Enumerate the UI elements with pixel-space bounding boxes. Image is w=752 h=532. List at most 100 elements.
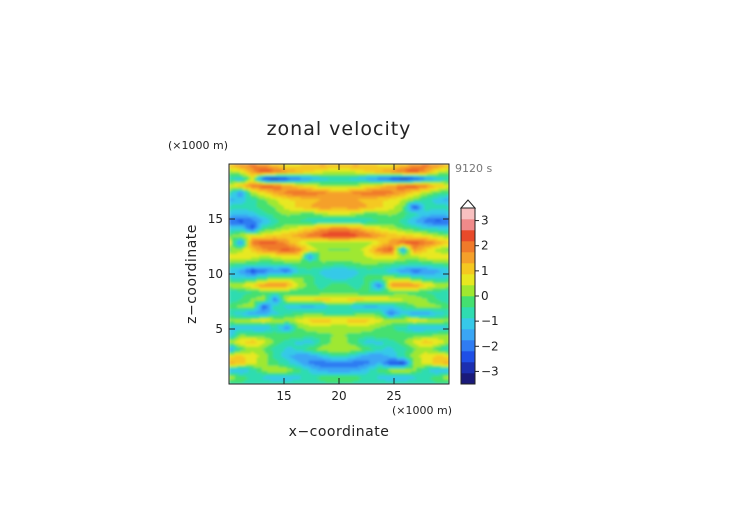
heatmap-cell bbox=[410, 368, 414, 371]
heatmap-cell bbox=[374, 318, 379, 322]
heatmap-cell bbox=[418, 342, 423, 346]
heatmap-cell bbox=[259, 368, 263, 371]
heatmap-cell bbox=[270, 277, 274, 280]
heatmap-cell bbox=[344, 354, 348, 358]
heatmap-cell bbox=[289, 280, 293, 284]
heatmap-cell bbox=[317, 361, 321, 364]
heatmap-cell bbox=[372, 304, 376, 308]
heatmap-cell bbox=[391, 332, 395, 335]
heatmap-cell bbox=[295, 280, 299, 284]
heatmap-cell bbox=[358, 282, 362, 285]
heatmap-cell bbox=[303, 359, 307, 363]
heatmap-cell bbox=[253, 377, 258, 380]
heatmap-cell bbox=[248, 304, 252, 308]
heatmap-cell bbox=[237, 356, 241, 359]
heatmap-cell bbox=[248, 349, 252, 352]
heatmap-cell bbox=[292, 284, 296, 287]
heatmap-cell bbox=[295, 277, 299, 280]
heatmap-cell bbox=[303, 291, 307, 294]
heatmap-cell bbox=[311, 341, 315, 344]
heatmap-cell bbox=[383, 344, 387, 347]
heatmap-cell bbox=[424, 310, 428, 313]
heatmap-cell bbox=[361, 304, 365, 308]
heatmap-cell bbox=[270, 308, 274, 311]
heatmap-cell bbox=[245, 296, 249, 299]
heatmap-cell bbox=[429, 301, 434, 304]
heatmap-cell bbox=[306, 323, 310, 327]
heatmap-cell bbox=[231, 351, 236, 354]
heatmap-cell bbox=[328, 311, 332, 315]
heatmap-cell bbox=[427, 323, 431, 327]
heatmap-cell bbox=[377, 325, 381, 328]
heatmap-cell bbox=[292, 332, 296, 335]
heatmap-cell bbox=[443, 356, 447, 359]
heatmap-cell bbox=[361, 318, 365, 322]
heatmap-cell bbox=[424, 351, 428, 354]
heatmap-cell bbox=[322, 344, 326, 347]
heatmap-cell bbox=[405, 299, 409, 303]
heatmap-cell bbox=[440, 349, 445, 352]
heatmap-cell bbox=[421, 277, 425, 280]
heatmap-cell bbox=[311, 298, 315, 301]
heatmap-cell bbox=[311, 301, 315, 304]
heatmap-cell bbox=[380, 356, 384, 359]
heatmap-cell bbox=[308, 325, 313, 328]
heatmap-cell bbox=[377, 287, 381, 291]
heatmap-cell bbox=[242, 354, 247, 358]
heatmap-cell bbox=[358, 318, 362, 322]
heatmap-cell bbox=[369, 334, 373, 337]
heatmap-cell bbox=[336, 299, 340, 303]
heatmap-cell bbox=[253, 349, 258, 352]
heatmap-cell bbox=[317, 377, 321, 380]
heatmap-cell bbox=[325, 341, 329, 344]
heatmap-cell bbox=[361, 366, 365, 370]
heatmap-cell bbox=[388, 351, 392, 354]
heatmap-cell bbox=[352, 330, 357, 334]
heatmap-cell bbox=[407, 335, 412, 339]
heatmap-cell bbox=[245, 308, 249, 311]
heatmap-cell bbox=[402, 354, 406, 358]
heatmap-cell bbox=[284, 299, 288, 303]
heatmap-cell bbox=[361, 303, 365, 306]
heatmap-cell bbox=[289, 365, 293, 368]
heatmap-cell bbox=[308, 349, 313, 352]
heatmap-cell bbox=[248, 358, 252, 361]
heatmap-cell bbox=[339, 330, 343, 334]
heatmap-cell bbox=[333, 334, 337, 337]
heatmap-cell bbox=[339, 373, 343, 377]
heatmap-cell bbox=[427, 286, 431, 289]
heatmap-cell bbox=[399, 335, 403, 339]
heatmap-cell bbox=[264, 308, 269, 311]
heatmap-cell bbox=[295, 351, 299, 354]
heatmap-cell bbox=[396, 316, 401, 320]
heatmap-cell bbox=[278, 351, 282, 354]
heatmap-cell bbox=[358, 330, 362, 334]
heatmap-cell bbox=[311, 310, 315, 313]
heatmap-cell bbox=[256, 329, 260, 332]
heatmap-cell bbox=[292, 359, 296, 363]
heatmap-cell bbox=[446, 280, 449, 284]
heatmap-cell bbox=[295, 337, 299, 340]
heatmap-cell bbox=[427, 370, 431, 373]
heatmap-cell bbox=[295, 322, 299, 325]
heatmap-cell bbox=[352, 277, 357, 280]
heatmap-cell bbox=[350, 366, 354, 370]
heatmap-cell bbox=[306, 284, 310, 287]
heatmap-cell bbox=[416, 349, 420, 352]
heatmap-cell bbox=[330, 370, 335, 373]
heatmap-cell bbox=[253, 365, 258, 368]
heatmap-cell bbox=[413, 323, 417, 327]
heatmap-cell bbox=[273, 335, 277, 339]
heatmap-cell bbox=[352, 354, 357, 358]
heatmap-cell bbox=[399, 303, 403, 306]
heatmap-cell bbox=[300, 349, 304, 352]
heatmap-cell bbox=[231, 335, 236, 339]
heatmap-cell bbox=[264, 287, 269, 291]
heatmap-cell bbox=[391, 325, 395, 328]
heatmap-cell bbox=[284, 322, 288, 325]
heatmap-cell bbox=[385, 370, 390, 373]
heatmap-cell bbox=[278, 337, 282, 340]
heatmap-cell bbox=[432, 303, 436, 306]
heatmap-cell bbox=[328, 370, 332, 373]
heatmap-cell bbox=[418, 294, 423, 297]
